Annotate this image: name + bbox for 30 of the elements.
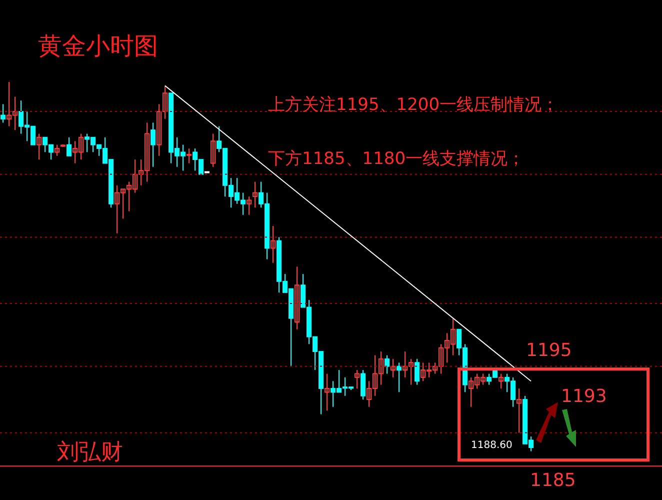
candlestick bbox=[294, 266, 300, 330]
candlestick bbox=[156, 104, 162, 156]
annotation: 刘弘财 bbox=[57, 440, 123, 466]
candlestick bbox=[360, 370, 366, 400]
candlestick bbox=[210, 133, 216, 168]
candlestick bbox=[150, 122, 156, 168]
candlestick bbox=[252, 181, 258, 208]
candlestick bbox=[186, 148, 192, 164]
candlestick bbox=[324, 373, 330, 412]
candlestick bbox=[270, 226, 276, 264]
candlestick bbox=[66, 136, 72, 156]
annotation: 下方1185、1180一线支撑情况； bbox=[268, 149, 525, 170]
chart-title: 黄金小时图 bbox=[38, 31, 158, 62]
text: 1193 bbox=[561, 386, 607, 408]
candlestick bbox=[36, 133, 42, 160]
candlestick bbox=[162, 85, 168, 120]
candlestick bbox=[0, 104, 6, 124]
annotation: 1195 bbox=[526, 340, 572, 362]
text: 1185 bbox=[530, 470, 576, 492]
annotation: 1188.60 bbox=[471, 440, 512, 452]
candlestick bbox=[516, 388, 522, 434]
candlestick bbox=[498, 373, 504, 389]
annotation: 上方关注1195、1200一线压制情况； bbox=[268, 95, 559, 116]
candlestick bbox=[414, 358, 420, 386]
candlestick bbox=[354, 370, 360, 389]
candlestick bbox=[390, 358, 396, 378]
candlestick bbox=[396, 362, 402, 393]
candlestick bbox=[246, 196, 252, 216]
candlestick bbox=[384, 354, 390, 374]
candlestick bbox=[54, 144, 60, 156]
